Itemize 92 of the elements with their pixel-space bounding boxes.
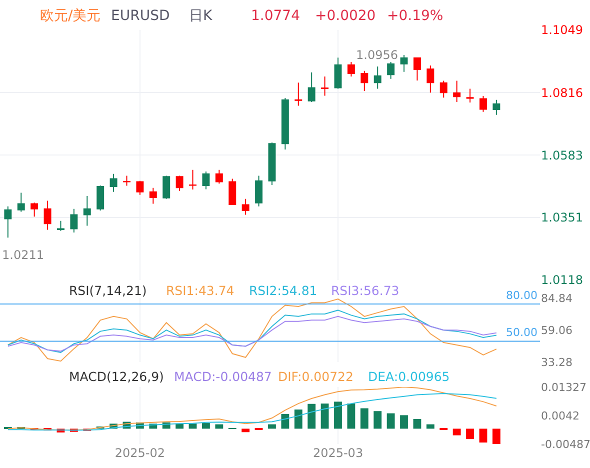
candlestick <box>17 192 25 212</box>
line-series <box>7 316 497 352</box>
bar <box>374 411 382 429</box>
candlestick <box>149 187 157 204</box>
y-tick-label: 0.01327 <box>541 380 586 394</box>
bar <box>479 428 488 443</box>
chart-title: 欧元/美元 <box>40 8 101 24</box>
candlestick <box>228 178 236 206</box>
y-tick-label: 1.0583 <box>541 148 583 162</box>
candlestick <box>347 61 355 77</box>
candlestick <box>44 200 52 230</box>
bar <box>268 424 276 429</box>
y-tick-label: -0.00487 <box>541 438 590 451</box>
candlestick <box>215 169 223 184</box>
candlestick <box>426 64 434 94</box>
ref-line-label: 50.00 <box>506 326 538 339</box>
candlestick <box>360 70 368 92</box>
candlestick <box>70 208 78 233</box>
y-tick-label: 1.1049 <box>541 23 583 38</box>
series-label: RSI3:56.73 <box>331 283 400 298</box>
candlestick <box>123 175 130 186</box>
bar <box>281 414 290 429</box>
chart-title: RSI(7,14,21) <box>69 283 147 298</box>
bar <box>492 428 500 444</box>
candlestick <box>440 80 448 98</box>
bar <box>452 428 461 436</box>
text: +0.0020 <box>315 8 376 24</box>
y-tick-label: 84.84 <box>541 292 572 305</box>
series-label: RSI2:54.81 <box>249 283 318 298</box>
bar <box>413 418 422 429</box>
bar <box>400 415 408 429</box>
candlestick <box>255 175 263 207</box>
candlestick <box>202 171 210 190</box>
candlestick <box>321 76 329 96</box>
candlestick <box>466 88 474 103</box>
y-tick-label: 1.0816 <box>541 86 583 100</box>
candlestick <box>189 169 196 190</box>
bar <box>386 413 395 429</box>
candlestick <box>176 175 184 192</box>
x-tick-label: 2025-02 <box>114 446 166 460</box>
line-series <box>7 298 497 362</box>
candlestick <box>30 202 38 218</box>
candlestick <box>281 97 289 150</box>
candlestick <box>136 180 144 196</box>
candlestick <box>308 72 316 102</box>
text: MACD:-0.00487 <box>174 369 272 384</box>
text: 日K <box>189 8 213 24</box>
candlestick <box>400 54 408 72</box>
chart-subtitle: EURUSD <box>111 8 170 24</box>
annotation: 1.0211 <box>2 248 44 262</box>
bar <box>466 428 474 440</box>
bar <box>360 408 368 429</box>
bar <box>347 404 356 429</box>
candlestick <box>492 99 500 116</box>
candlestick <box>479 96 487 112</box>
candlestick <box>294 82 302 106</box>
bar <box>320 404 329 429</box>
candlestick <box>387 61 395 80</box>
candlestick <box>413 57 421 81</box>
bar <box>334 402 342 429</box>
series-label: DIF:0.00722 <box>278 369 354 384</box>
candlestick <box>334 57 342 90</box>
candlestick <box>374 66 382 90</box>
x-tick-label: 2025-03 <box>312 446 364 460</box>
candlestick <box>162 175 170 200</box>
candlestick <box>110 173 118 192</box>
candlestick <box>96 184 104 211</box>
y-tick-label: 33.28 <box>541 356 572 369</box>
candlestick <box>83 195 91 226</box>
bar <box>202 423 210 429</box>
text: +0.19% <box>387 8 444 24</box>
chart-title: MACD(12,26,9) <box>69 369 164 384</box>
y-tick-label: 0.0042 <box>541 409 580 422</box>
text: 1.0774 <box>251 8 300 24</box>
candlestick <box>453 80 461 102</box>
series-label: DEA:0.00965 <box>368 369 450 384</box>
y-tick-label: 1.0118 <box>541 273 583 288</box>
candlestick <box>57 220 64 232</box>
y-tick-label: 59.06 <box>541 324 572 337</box>
series-label: RSI1:43.74 <box>166 283 234 298</box>
candlestick <box>242 198 250 216</box>
bar <box>308 404 316 429</box>
bar <box>242 428 250 432</box>
y-tick-label: 1.0351 <box>541 210 583 225</box>
line-series <box>7 310 497 353</box>
candlestick <box>4 206 12 238</box>
annotation: 1.0956 <box>356 48 398 62</box>
bar <box>426 424 434 429</box>
bar <box>215 424 224 429</box>
ref-line-label: 80.00 <box>506 289 538 302</box>
bar <box>294 410 302 429</box>
candlestick <box>268 142 276 186</box>
